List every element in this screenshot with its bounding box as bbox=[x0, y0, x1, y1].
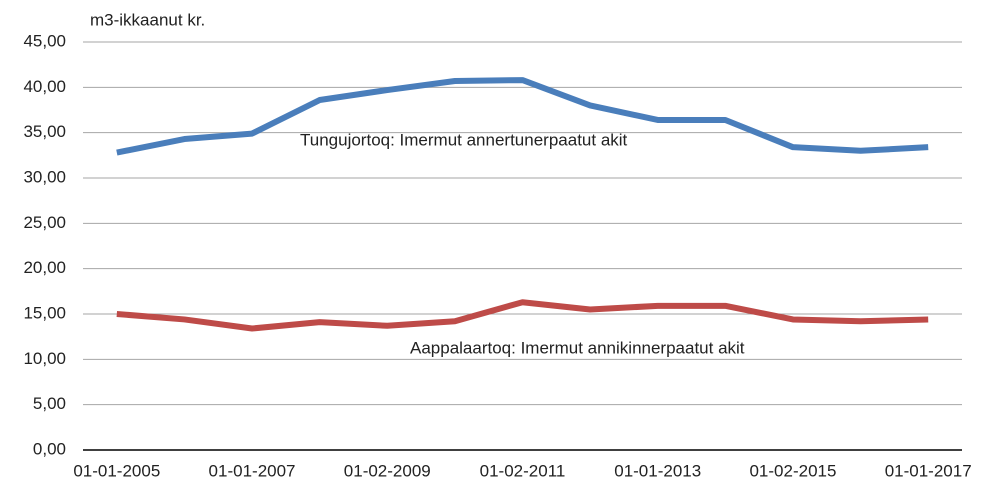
y-tick-label: 40,00 bbox=[23, 77, 66, 96]
x-tick-label: 01-01-2005 bbox=[73, 461, 160, 480]
series-label: Aappalaartoq: Imermut annikinnerpaatut a… bbox=[410, 338, 745, 357]
y-tick-label: 10,00 bbox=[23, 349, 66, 368]
x-tick-label: 01-02-2009 bbox=[344, 461, 431, 480]
series-line bbox=[116, 299, 929, 332]
x-tick-label: 01-01-2013 bbox=[614, 461, 701, 480]
series-line bbox=[116, 77, 929, 156]
y-axis-label: m3-ikkaanut kr. bbox=[90, 10, 205, 29]
y-tick-label: 0,00 bbox=[33, 439, 66, 458]
y-tick-label: 15,00 bbox=[23, 303, 66, 322]
y-tick-label: 20,00 bbox=[23, 258, 66, 277]
y-tick-label: 30,00 bbox=[23, 167, 66, 186]
y-tick-label: 5,00 bbox=[33, 394, 66, 413]
y-tick-label: 25,00 bbox=[23, 213, 66, 232]
x-tick-label: 01-02-2011 bbox=[480, 461, 566, 480]
series-label: Tungujortoq: Imermut annertunerpaatut ak… bbox=[300, 130, 628, 149]
y-tick-label: 35,00 bbox=[23, 122, 66, 141]
y-tick-label: 45,00 bbox=[23, 31, 66, 50]
x-tick-label: 01-02-2015 bbox=[749, 461, 836, 480]
x-tick-label: 01-01-2007 bbox=[209, 461, 296, 480]
x-tick-label: 01-01-2017 bbox=[885, 461, 972, 480]
